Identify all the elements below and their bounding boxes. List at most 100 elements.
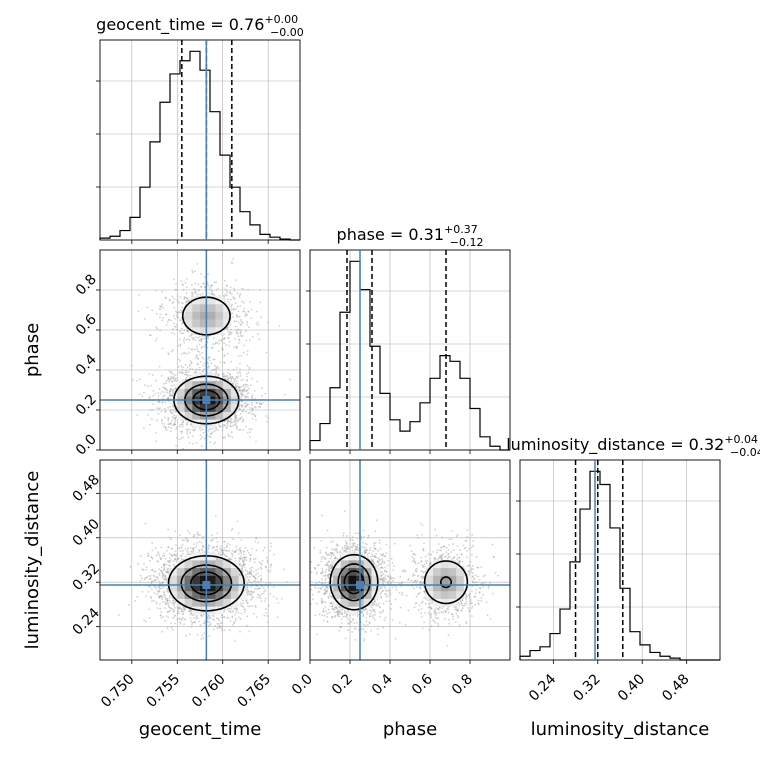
sample-point bbox=[198, 366, 201, 369]
sample-point bbox=[171, 295, 174, 298]
sample-point bbox=[199, 335, 201, 338]
sample-point bbox=[210, 347, 213, 349]
sample-point bbox=[149, 409, 152, 411]
sample-point bbox=[237, 329, 240, 331]
sample-point bbox=[214, 625, 217, 627]
density-cell bbox=[184, 411, 193, 420]
sample-point bbox=[223, 355, 226, 357]
sample-point bbox=[166, 391, 169, 394]
sample-point bbox=[181, 613, 184, 615]
sample-point bbox=[248, 573, 251, 576]
sample-point bbox=[217, 373, 220, 376]
sample-point bbox=[246, 389, 249, 392]
sample-point bbox=[158, 365, 161, 368]
sample-point bbox=[167, 376, 170, 379]
sample-point bbox=[173, 384, 175, 387]
sample-point bbox=[212, 343, 214, 346]
sample-point bbox=[203, 622, 206, 625]
sample-point bbox=[209, 617, 211, 619]
sample-point bbox=[174, 614, 177, 617]
sample-point bbox=[169, 422, 172, 424]
sample-point bbox=[236, 367, 238, 369]
sample-point bbox=[235, 422, 237, 425]
axes-frame bbox=[309, 249, 511, 451]
sample-point bbox=[239, 293, 242, 295]
sample-point bbox=[184, 378, 187, 381]
sample-point bbox=[201, 615, 204, 618]
sample-point bbox=[240, 416, 243, 418]
sample-point bbox=[210, 284, 213, 287]
sample-point bbox=[253, 612, 255, 615]
sample-point bbox=[236, 520, 239, 523]
sample-point bbox=[166, 378, 169, 381]
sample-point bbox=[200, 338, 203, 340]
sample-point bbox=[166, 599, 169, 602]
sample-point bbox=[223, 354, 226, 356]
sample-point bbox=[238, 389, 241, 392]
sample-point bbox=[251, 396, 254, 399]
sample-point bbox=[158, 408, 160, 410]
sample-point bbox=[207, 366, 210, 369]
sample-point bbox=[172, 328, 174, 331]
sample-point bbox=[180, 280, 183, 282]
sample-point bbox=[181, 421, 184, 424]
sample-point bbox=[260, 600, 263, 603]
sample-point bbox=[233, 551, 236, 553]
sample-point bbox=[251, 604, 254, 607]
sample-point bbox=[174, 554, 177, 556]
sample-point bbox=[238, 429, 241, 431]
sample-point bbox=[258, 402, 261, 404]
sample-point bbox=[177, 612, 180, 615]
sample-point bbox=[265, 612, 267, 614]
sample-point bbox=[226, 420, 229, 422]
sample-point bbox=[218, 425, 221, 427]
density-cell bbox=[200, 311, 209, 320]
sample-point bbox=[264, 589, 267, 592]
sample-point bbox=[161, 319, 164, 322]
sample-point bbox=[179, 360, 181, 362]
sample-point bbox=[253, 390, 256, 392]
sample-point bbox=[235, 545, 238, 548]
sample-point bbox=[184, 378, 187, 381]
sample-point bbox=[168, 390, 171, 393]
scatter-panel-geocent_time-vs-luminosity_distance bbox=[96, 459, 306, 664]
sample-point bbox=[138, 393, 141, 395]
sample-point bbox=[201, 365, 204, 367]
sample-point bbox=[237, 420, 239, 422]
density-cell bbox=[207, 319, 216, 328]
sample-point bbox=[185, 300, 188, 303]
sample-point bbox=[240, 604, 243, 607]
sample-point bbox=[237, 335, 240, 338]
sample-point bbox=[170, 548, 173, 550]
sample-point bbox=[241, 404, 243, 407]
sample-point bbox=[176, 607, 179, 609]
sample-point bbox=[202, 358, 205, 360]
sample-point bbox=[234, 551, 237, 553]
sample-point bbox=[175, 386, 177, 389]
sample-point bbox=[174, 317, 176, 320]
sample-point bbox=[202, 536, 205, 538]
sample-point bbox=[206, 347, 209, 349]
sample-point bbox=[173, 554, 176, 557]
sample-point bbox=[254, 580, 256, 583]
sample-point bbox=[207, 362, 209, 365]
density-cell bbox=[200, 403, 209, 412]
sample-point bbox=[238, 564, 241, 566]
sample-point bbox=[246, 364, 249, 367]
sample-point bbox=[304, 567, 306, 569]
density-cell bbox=[207, 303, 216, 312]
sample-point bbox=[237, 612, 240, 615]
sample-point bbox=[254, 557, 257, 560]
sample-point bbox=[233, 337, 236, 340]
sample-point bbox=[170, 385, 173, 387]
sample-point bbox=[260, 567, 263, 570]
sample-point bbox=[162, 591, 165, 594]
sample-point bbox=[159, 595, 162, 598]
sample-point bbox=[229, 298, 232, 301]
sample-point bbox=[185, 373, 188, 376]
sample-point bbox=[158, 591, 160, 593]
sample-point bbox=[172, 409, 175, 412]
sample-point bbox=[224, 420, 226, 423]
sample-point bbox=[171, 628, 174, 631]
sample-point bbox=[220, 553, 223, 556]
